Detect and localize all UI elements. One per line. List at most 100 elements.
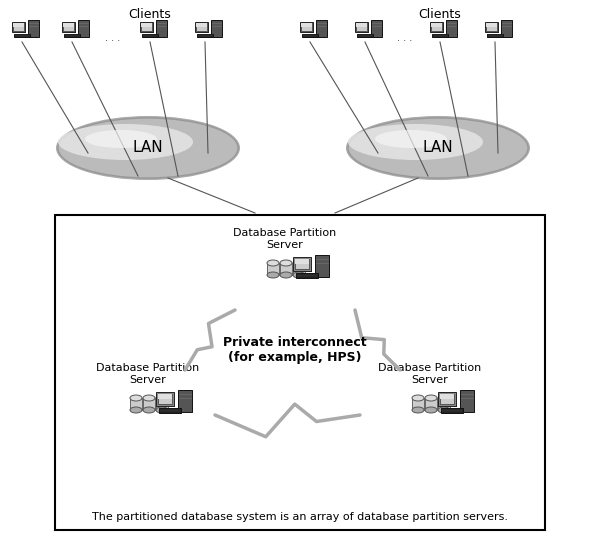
Bar — [156, 20, 167, 36]
Bar — [301, 23, 311, 27]
Ellipse shape — [346, 116, 530, 180]
Ellipse shape — [348, 118, 528, 178]
Bar — [446, 20, 457, 36]
Bar — [316, 20, 326, 36]
Ellipse shape — [267, 260, 279, 266]
Ellipse shape — [438, 407, 450, 413]
Bar — [431, 23, 442, 27]
Bar — [432, 34, 448, 37]
Bar — [63, 23, 74, 30]
Bar — [293, 263, 305, 275]
Ellipse shape — [280, 272, 292, 278]
Bar — [158, 394, 172, 399]
Bar — [299, 21, 313, 32]
Text: Clients: Clients — [419, 8, 461, 21]
Bar — [293, 257, 311, 271]
Bar — [194, 21, 208, 32]
Ellipse shape — [438, 395, 450, 401]
Bar — [139, 21, 153, 32]
Bar — [301, 23, 311, 30]
Bar — [440, 394, 454, 399]
Bar — [356, 23, 367, 27]
Bar — [196, 23, 206, 30]
Bar — [141, 23, 151, 27]
Bar — [501, 20, 511, 36]
Bar — [487, 34, 503, 37]
Ellipse shape — [143, 395, 155, 401]
Ellipse shape — [280, 260, 292, 266]
Ellipse shape — [293, 272, 305, 278]
Bar — [302, 34, 318, 37]
Text: The partitioned database system is an array of database partition servers.: The partitioned database system is an ar… — [92, 512, 508, 522]
Bar — [158, 394, 172, 404]
Ellipse shape — [58, 124, 193, 160]
Bar — [211, 20, 221, 36]
Bar — [315, 255, 329, 277]
Text: Private interconnect
(for example, HPS): Private interconnect (for example, HPS) — [223, 336, 367, 364]
Text: Clients: Clients — [128, 8, 172, 21]
Bar — [156, 398, 168, 410]
Bar — [356, 23, 367, 30]
Bar — [130, 398, 142, 410]
Bar — [267, 263, 279, 275]
Bar — [159, 408, 181, 413]
Ellipse shape — [143, 407, 155, 413]
Bar — [142, 34, 158, 37]
Ellipse shape — [130, 407, 142, 413]
Bar — [438, 398, 450, 410]
Bar — [280, 263, 292, 275]
Bar — [178, 390, 192, 412]
Bar — [486, 23, 497, 27]
Bar — [430, 21, 443, 32]
Bar — [295, 259, 309, 264]
Bar — [295, 259, 309, 269]
Bar — [78, 20, 89, 36]
Text: . . .: . . . — [106, 33, 121, 43]
Bar — [485, 21, 498, 32]
Text: Database Partition
Server: Database Partition Server — [97, 364, 200, 385]
Bar — [28, 20, 38, 36]
Bar — [431, 23, 442, 30]
Ellipse shape — [375, 130, 447, 148]
Bar — [296, 273, 318, 278]
Bar — [55, 215, 545, 530]
Ellipse shape — [425, 407, 437, 413]
Ellipse shape — [85, 130, 157, 148]
Bar — [441, 408, 463, 413]
Text: Database Partition
Server: Database Partition Server — [233, 228, 337, 250]
Bar — [13, 23, 23, 30]
Bar — [13, 23, 23, 27]
Bar — [486, 23, 497, 30]
Bar — [62, 21, 75, 32]
Ellipse shape — [156, 395, 168, 401]
Text: Database Partition
Server: Database Partition Server — [379, 364, 482, 385]
Bar — [143, 398, 155, 410]
Bar — [440, 394, 454, 404]
Ellipse shape — [56, 116, 240, 180]
Ellipse shape — [293, 260, 305, 266]
Text: LAN: LAN — [422, 140, 454, 156]
Bar — [412, 398, 424, 410]
Bar — [196, 23, 206, 27]
Bar — [156, 392, 174, 406]
Text: . . .: . . . — [397, 33, 413, 43]
Bar — [425, 398, 437, 410]
Bar — [64, 34, 80, 37]
Bar — [63, 23, 74, 27]
Ellipse shape — [425, 395, 437, 401]
Text: LAN: LAN — [133, 140, 163, 156]
Ellipse shape — [412, 407, 424, 413]
Bar — [11, 21, 25, 32]
Bar — [460, 390, 474, 412]
Ellipse shape — [130, 395, 142, 401]
Bar — [197, 34, 213, 37]
Ellipse shape — [348, 124, 483, 160]
Bar — [438, 392, 456, 406]
Ellipse shape — [156, 407, 168, 413]
Ellipse shape — [412, 395, 424, 401]
Ellipse shape — [267, 272, 279, 278]
Bar — [357, 34, 373, 37]
Bar — [355, 21, 368, 32]
Ellipse shape — [58, 118, 238, 178]
Bar — [141, 23, 151, 30]
